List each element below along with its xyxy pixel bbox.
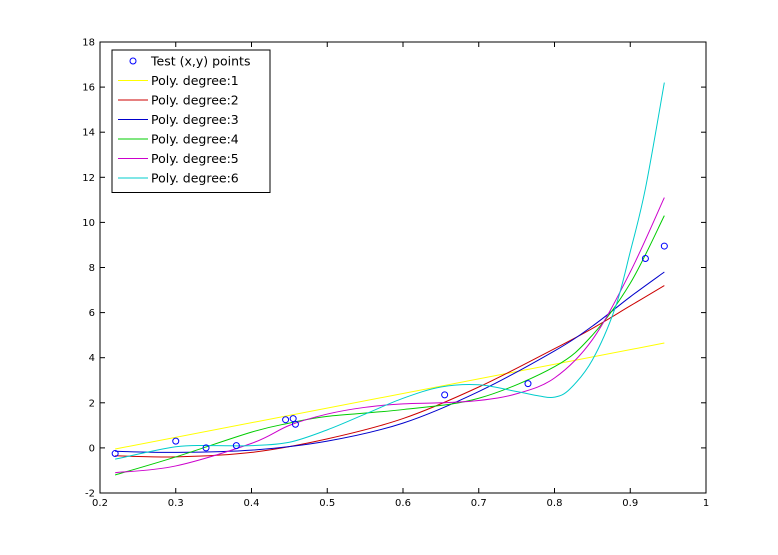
test-point xyxy=(641,254,649,262)
x-tick-label: 0.9 xyxy=(622,498,638,509)
legend-box xyxy=(111,49,271,193)
legend-marker-points xyxy=(129,57,137,65)
x-tick-label: 0.5 xyxy=(319,498,335,509)
y-tick-label: 16 xyxy=(82,83,95,94)
test-point xyxy=(111,450,119,458)
x-axis: 0.2 0.3 0.4 0.5 0.6 0.7 0.8 0.9 1 xyxy=(92,42,709,509)
test-point xyxy=(202,444,210,452)
y-tick-label: 10 xyxy=(82,218,95,229)
x-tick-label: 0.7 xyxy=(471,498,487,509)
series-line-degree-1 xyxy=(115,342,665,450)
x-tick-label: 1 xyxy=(703,498,709,509)
x-tick-label: 0.3 xyxy=(168,498,184,509)
series-line-degree-3 xyxy=(115,271,665,453)
test-point xyxy=(524,380,532,388)
legend-label: Poly. degree:4 xyxy=(151,132,239,147)
y-tick-label: 2 xyxy=(89,398,95,409)
series-line-degree-4 xyxy=(115,215,665,476)
x-tick-label: 0.2 xyxy=(92,498,108,509)
y-tick-label: 6 xyxy=(89,308,95,319)
y-tick-label: 18 xyxy=(82,38,95,49)
test-point xyxy=(291,420,299,428)
test-point xyxy=(172,437,180,445)
y-tick-label: 0 xyxy=(89,443,95,454)
x-tick-label: 0.6 xyxy=(395,498,411,509)
test-point xyxy=(660,242,668,250)
legend-label: Poly. degree:3 xyxy=(151,112,239,127)
x-tick-label: 0.8 xyxy=(547,498,563,509)
test-point xyxy=(282,416,290,424)
legend-label: Poly. degree:6 xyxy=(151,171,239,186)
legend-label: Test (x,y) points xyxy=(150,54,250,69)
y-tick-label: 4 xyxy=(89,353,95,364)
test-point xyxy=(441,391,449,399)
series-lines xyxy=(115,82,665,476)
y-tick-label: 12 xyxy=(82,173,95,184)
legend-label: Poly. degree:5 xyxy=(151,151,239,166)
legend: Test (x,y) points Poly. degree:1 Poly. deg… xyxy=(111,49,271,193)
y-tick-label: -2 xyxy=(85,489,95,500)
legend-label: Poly. degree:2 xyxy=(151,93,239,108)
y-axis: -2 0 2 4 6 8 10 12 14 16 18 xyxy=(82,38,706,500)
x-tick-label: 0.4 xyxy=(244,498,260,509)
y-tick-label: 8 xyxy=(89,263,95,274)
legend-label: Poly. degree:1 xyxy=(151,73,239,88)
series-line-degree-5 xyxy=(115,197,665,474)
scatter-points xyxy=(111,242,668,458)
series-line-degree-6 xyxy=(115,82,665,460)
test-point xyxy=(232,442,240,450)
y-tick-label: 14 xyxy=(82,128,95,139)
